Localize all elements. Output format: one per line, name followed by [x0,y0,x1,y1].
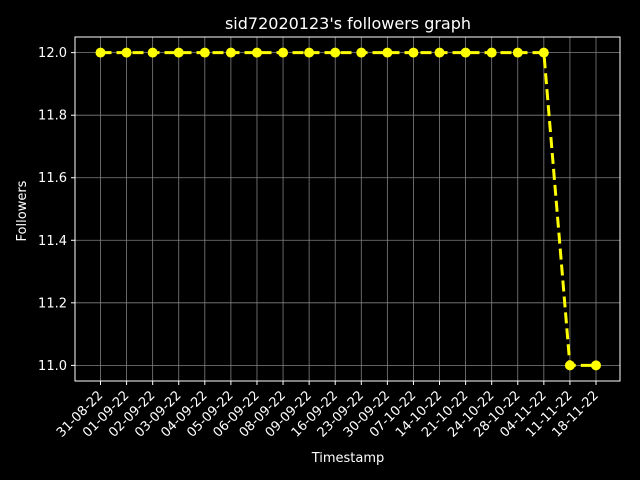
y-tick-label: 11.8 [38,109,67,124]
y-tick-label: 11.6 [38,171,67,186]
chart-title: sid72020123's followers graph [225,14,471,33]
data-point [356,47,367,58]
y-axis-label: Followers [15,180,30,241]
y-tick-label: 11.0 [38,359,67,374]
data-point [173,47,184,58]
data-point [95,47,106,58]
data-point [330,47,341,58]
y-tick-label: 11.4 [38,234,67,249]
plot-frame [74,36,621,382]
data-point [564,360,575,371]
data-point [512,47,523,58]
data-point [460,47,471,58]
series-layer [95,47,601,371]
y-tick-label: 12.0 [38,46,67,61]
x-axis-label: Timestamp [311,451,385,466]
data-point [538,47,549,58]
data-point [251,47,262,58]
data-point [225,47,236,58]
data-point [199,47,210,58]
data-point [304,47,315,58]
data-point [278,47,289,58]
y-tick-label: 11.2 [38,296,67,311]
grid [75,37,620,381]
data-point [121,47,132,58]
data-point [486,47,497,58]
data-point [408,47,419,58]
data-point [434,47,445,58]
data-point [382,47,393,58]
data-point [147,47,158,58]
series-line [100,51,596,367]
data-point [591,360,601,371]
